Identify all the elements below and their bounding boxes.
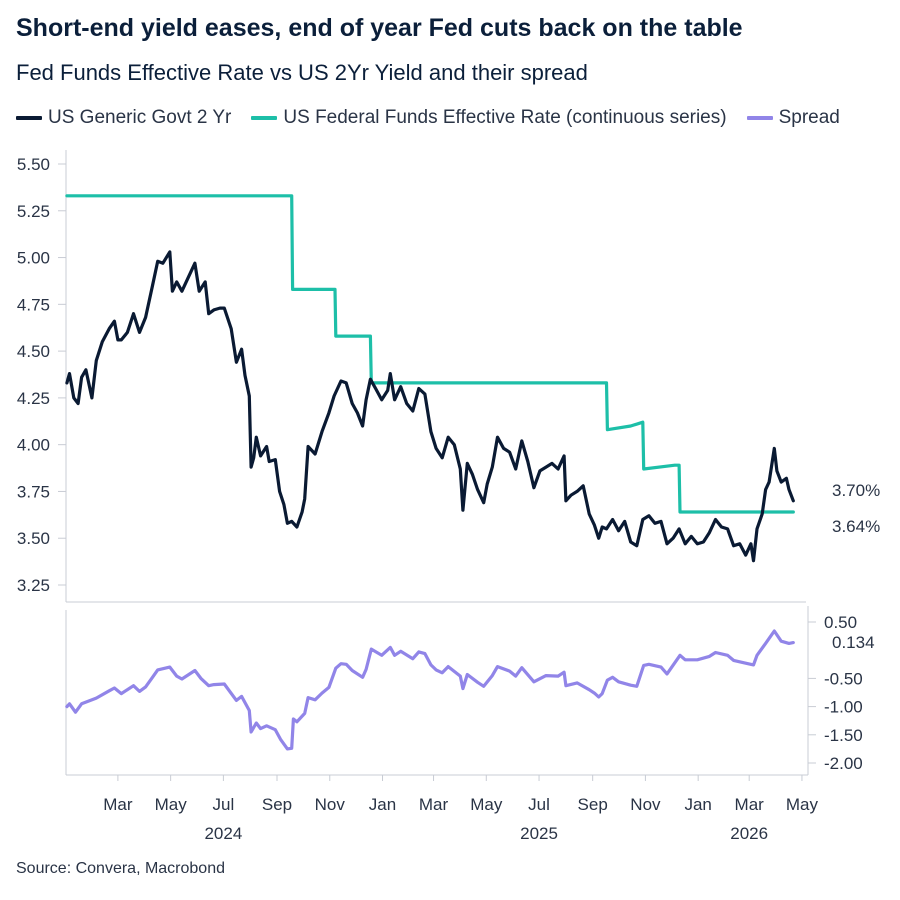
top-y-tick-label: 4.50 xyxy=(17,342,50,361)
x-tick-label: May xyxy=(470,795,503,814)
chart-subtitle: Fed Funds Effective Rate vs US 2Yr Yield… xyxy=(16,60,588,85)
legend-label-ffr: US Federal Funds Effective Rate (continu… xyxy=(283,107,727,128)
x-tick-label: Mar xyxy=(419,795,449,814)
top-y-tick-label: 5.25 xyxy=(17,202,50,221)
top-y-tick-label: 3.50 xyxy=(17,529,50,548)
top-y-tick-label: 4.25 xyxy=(17,389,50,408)
end-label-us2y: 3.70% xyxy=(832,481,880,500)
x-tick-label: May xyxy=(786,795,819,814)
bottom-y-tick-label: -0.50 xyxy=(824,669,863,688)
x-tick-label: Mar xyxy=(735,795,765,814)
top-y-tick-label: 5.00 xyxy=(17,249,50,268)
x-tick-label: May xyxy=(155,795,188,814)
x-year-label: 2026 xyxy=(730,824,768,843)
legend: US Generic Govt 2 Yr US Federal Funds Ef… xyxy=(16,107,840,129)
x-tick-label: Jul xyxy=(528,795,550,814)
bottom-y-tick-label: -1.00 xyxy=(824,698,863,717)
series-layer xyxy=(65,194,795,751)
top-y-tick-label: 4.75 xyxy=(17,295,50,314)
x-tick-label: Mar xyxy=(103,795,133,814)
x-year-label: 2025 xyxy=(520,824,558,843)
legend-swatch-us2y xyxy=(16,116,42,120)
bottom-y-tick-label: -1.50 xyxy=(824,726,863,745)
legend-label-us2y: US Generic Govt 2 Yr xyxy=(48,107,232,128)
legend-item-us2y: US Generic Govt 2 Yr xyxy=(16,107,231,129)
legend-swatch-spread xyxy=(746,116,773,120)
legend-item-spread: Spread xyxy=(746,107,840,129)
x-tick-label: Jan xyxy=(684,795,711,814)
top-y-tick-label: 4.00 xyxy=(17,436,50,455)
x-tick-label: Nov xyxy=(630,795,661,814)
x-year-label: 2024 xyxy=(204,824,242,843)
x-tick-label: Sep xyxy=(262,795,292,814)
series-line-ffr xyxy=(65,194,795,514)
top-y-tick-label: 3.25 xyxy=(17,576,50,595)
x-tick-label: Jul xyxy=(213,795,235,814)
labels-layer: 3.70% 3.64% 0.134 xyxy=(832,481,880,652)
legend-swatch-ffr xyxy=(251,116,278,120)
end-label-ffr: 3.64% xyxy=(832,517,880,536)
series-line-us2y xyxy=(65,250,795,563)
x-tick-label: Jan xyxy=(369,795,396,814)
top-y-tick-label: 5.50 xyxy=(17,155,50,174)
chart-title: Short-end yield eases, end of year Fed c… xyxy=(16,14,743,42)
x-tick-label: Sep xyxy=(578,795,608,814)
bottom-y-tick-label: -2.00 xyxy=(824,754,863,773)
top-y-tick-label: 3.75 xyxy=(17,482,50,501)
x-tick-label: Nov xyxy=(315,795,346,814)
legend-item-ffr: US Federal Funds Effective Rate (continu… xyxy=(251,107,727,129)
series-line-spread xyxy=(65,629,795,751)
legend-label-spread: Spread xyxy=(778,107,840,128)
end-label-spread: 0.134 xyxy=(832,633,875,652)
bottom-y-tick-label: 0.50 xyxy=(824,613,857,632)
source-note: Source: Convera, Macrobond xyxy=(16,860,225,877)
axes-layer: 3.25 3.50 3.75 4.00 4.25 4.50 4.75 5.00 5.25 5.50… xyxy=(17,150,863,843)
